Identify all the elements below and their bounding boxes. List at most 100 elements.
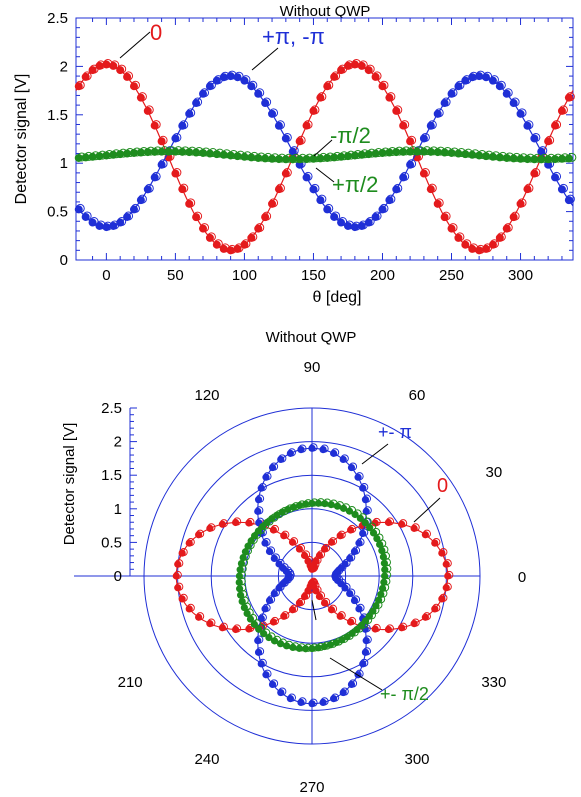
data-point xyxy=(357,61,366,70)
polar-data-point xyxy=(254,637,262,645)
polar-data-point xyxy=(350,547,359,556)
annotation-pi: +π, -π xyxy=(262,24,325,49)
polar-data-point xyxy=(371,519,379,527)
polar-annotation-pi-half: +- π/2 xyxy=(380,684,429,704)
data-point xyxy=(88,218,97,227)
data-point xyxy=(254,224,263,233)
data-point xyxy=(385,196,394,205)
polar-data-point xyxy=(250,620,258,628)
polar-data-point xyxy=(257,660,265,668)
polar-data-point xyxy=(320,599,329,607)
polar-data-point xyxy=(254,496,263,504)
data-point xyxy=(150,121,159,130)
data-point xyxy=(564,93,573,102)
polar-data-point xyxy=(269,526,278,534)
data-point xyxy=(495,233,504,242)
polar-data-point xyxy=(398,624,406,632)
polar-data-point xyxy=(384,625,393,634)
data-point xyxy=(254,89,263,98)
data-point xyxy=(412,147,421,156)
data-point xyxy=(219,73,228,82)
top-y-tick-labels: 0 0.5 1 1.5 2 2.5 xyxy=(47,10,68,269)
polar-data-point xyxy=(185,605,193,613)
polar-data-point xyxy=(297,698,305,707)
data-point xyxy=(419,134,428,143)
data-point xyxy=(102,60,111,69)
data-point xyxy=(212,76,221,85)
data-point xyxy=(199,89,208,98)
polar-data-point xyxy=(410,524,418,532)
polar-data-point xyxy=(351,510,359,519)
annotation-arrow-minus-pi-half xyxy=(313,139,333,157)
data-point xyxy=(392,106,401,115)
polar-angle-label: 210 xyxy=(118,674,143,691)
data-point xyxy=(392,148,401,157)
data-point xyxy=(371,212,380,221)
data-point xyxy=(350,60,359,69)
data-point xyxy=(150,173,159,182)
data-point xyxy=(247,82,256,91)
data-point xyxy=(129,148,138,157)
data-point xyxy=(309,106,318,115)
polar-data-point xyxy=(359,660,367,668)
polar-data-point xyxy=(174,560,182,568)
data-point xyxy=(475,151,484,160)
polar-data-point xyxy=(320,642,329,651)
top-y-axis-label: Detector signal [V] xyxy=(13,74,30,205)
polar-grid xyxy=(74,407,481,745)
polar-data-point xyxy=(355,539,363,547)
polar-data-point xyxy=(333,502,342,510)
polar-data-point xyxy=(315,592,324,601)
polar-data-point xyxy=(300,551,309,560)
polar-data-point xyxy=(355,605,363,613)
data-point xyxy=(95,221,104,230)
data-point xyxy=(337,152,346,161)
data-point xyxy=(502,224,511,233)
data-point xyxy=(268,109,277,118)
polar-data-point xyxy=(260,630,268,638)
data-point xyxy=(274,185,283,194)
polar-data-point xyxy=(365,612,373,620)
data-point xyxy=(330,212,339,221)
polar-angle-labels: 0 30 60 90 120 210 240 270 300 330 xyxy=(118,359,527,796)
polar-data-point xyxy=(178,549,186,557)
data-point xyxy=(537,147,546,156)
data-point xyxy=(143,185,152,194)
data-point xyxy=(81,72,90,81)
polar-r-tick-label: 1.5 xyxy=(101,467,122,484)
data-point xyxy=(537,155,546,164)
polar-data-point xyxy=(326,641,335,649)
polar-data-point xyxy=(243,609,251,618)
data-point xyxy=(185,199,194,208)
data-point xyxy=(109,61,118,70)
polar-data-point xyxy=(330,695,338,703)
polar-data-point xyxy=(280,612,288,620)
polar-radial-axis: 0 0.5 1 1.5 2 2.5 xyxy=(101,400,137,585)
x-tick-label: 0 xyxy=(102,267,110,284)
polar-data-point xyxy=(308,700,316,708)
data-point xyxy=(440,213,449,222)
data-point xyxy=(330,153,339,162)
polar-data-point xyxy=(343,633,351,641)
data-point xyxy=(544,155,553,164)
data-point xyxy=(74,82,83,91)
y-tick-label: 0.5 xyxy=(47,204,68,221)
data-point xyxy=(274,155,283,164)
polar-data-point xyxy=(376,540,384,549)
polar-data-point xyxy=(373,534,381,543)
polar-angle-label: 0 xyxy=(518,569,526,586)
data-point xyxy=(364,218,373,227)
data-point xyxy=(433,148,442,157)
data-point xyxy=(530,169,539,178)
polar-data-point xyxy=(319,445,327,454)
data-point xyxy=(226,72,235,81)
data-point xyxy=(544,137,553,146)
data-point xyxy=(240,76,249,85)
polar-data-point xyxy=(421,613,429,621)
data-point xyxy=(364,150,373,159)
polar-data-point xyxy=(261,539,269,547)
data-point xyxy=(564,154,573,163)
polar-data-point xyxy=(257,484,265,492)
data-point xyxy=(468,150,477,159)
